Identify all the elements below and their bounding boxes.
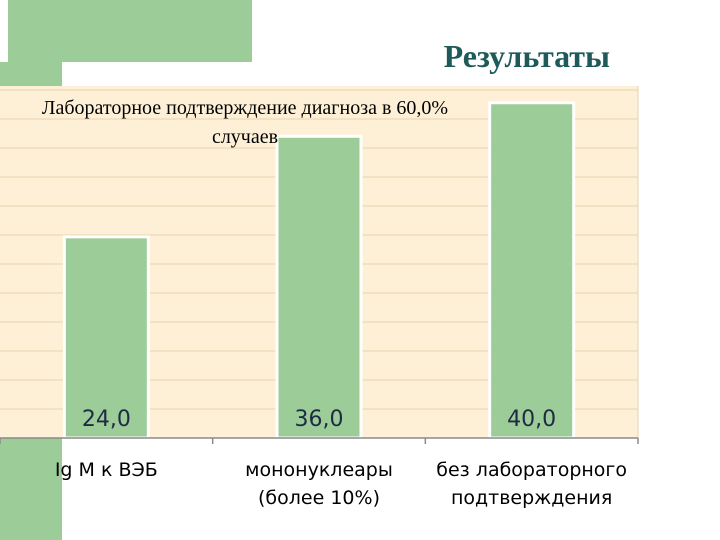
- category-label-2: мононуклеары (более 10%): [245, 459, 393, 509]
- bars: [62, 101, 576, 440]
- decor-top-band: [0, 0, 252, 62]
- bar-1: [62, 235, 150, 440]
- category-label-1: Ig M к ВЭБ: [54, 459, 158, 481]
- chart-title: Лабораторное подтверждение диагноза в 60…: [41, 97, 449, 148]
- value-labels: 24,0 36,0 40,0: [82, 407, 556, 432]
- bar-3: [488, 101, 576, 440]
- value-label-3: 40,0: [507, 407, 556, 432]
- value-label-1: 24,0: [82, 407, 131, 432]
- x-axis: [0, 437, 639, 444]
- value-label-2: 36,0: [295, 407, 344, 432]
- slide-title: Результаты: [443, 38, 610, 74]
- decor-corner-curve: [62, 62, 252, 84]
- category-label-3: без лабораторного подтверждения: [436, 459, 628, 509]
- bar-2: [275, 134, 363, 440]
- decor-top-gap: [0, 0, 8, 62]
